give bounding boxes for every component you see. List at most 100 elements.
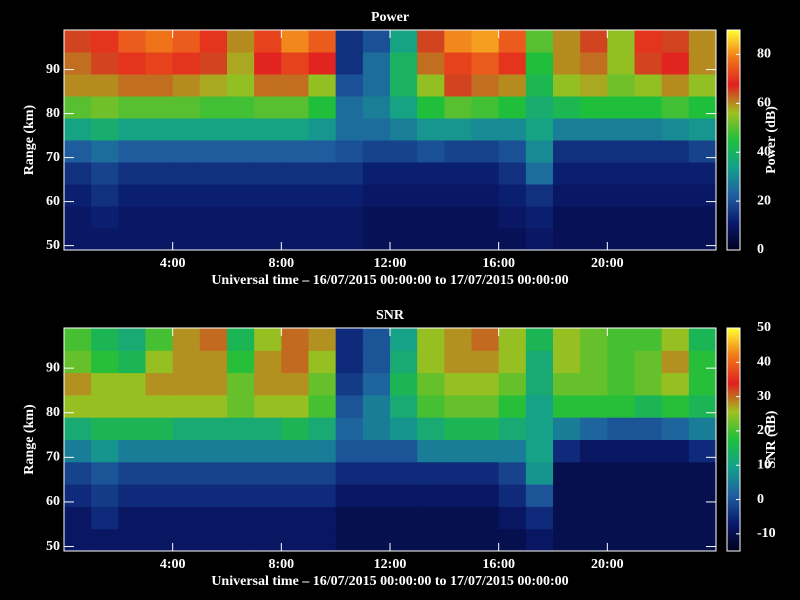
- heatmap-cell: [525, 372, 554, 396]
- heatmap-cell: [118, 30, 146, 53]
- heatmap-cell: [118, 140, 146, 163]
- colorbar: [726, 327, 741, 552]
- heatmap-cell: [254, 439, 282, 463]
- heatmap-cell: [254, 461, 282, 485]
- heatmap-cell: [335, 206, 364, 229]
- heatmap-cell: [172, 162, 201, 185]
- colorbar-tick-label: -10: [757, 526, 776, 541]
- heatmap-cell: [199, 328, 228, 351]
- heatmap-cell: [390, 394, 418, 418]
- heatmap-cell: [471, 228, 500, 251]
- heatmap-cell: [227, 394, 255, 418]
- heatmap-cell: [471, 528, 500, 552]
- heatmap-cell: [417, 328, 445, 351]
- heatmap-cell: [118, 506, 146, 530]
- heatmap-cell: [580, 506, 608, 530]
- heatmap-cell: [634, 484, 663, 507]
- heatmap-cell: [471, 184, 500, 207]
- heatmap-cell: [553, 417, 581, 440]
- heatmap-cell: [227, 52, 255, 75]
- heatmap-cell: [281, 417, 309, 440]
- heatmap-cell: [525, 439, 554, 463]
- heatmap-cell: [525, 328, 554, 351]
- heatmap-cell: [227, 118, 255, 141]
- heatmap-cell: [390, 506, 418, 530]
- heatmap-cell: [471, 162, 500, 185]
- heatmap-cell: [390, 206, 418, 229]
- y-tick-label: 60: [46, 194, 60, 209]
- heatmap-cell: [362, 52, 391, 75]
- y-axis-label: Range (km): [22, 104, 37, 175]
- heatmap-cell: [607, 461, 635, 485]
- heatmap-cell: [91, 439, 119, 463]
- heatmap-cell: [390, 140, 418, 163]
- heatmap-cell: [227, 74, 255, 97]
- heatmap-cell: [634, 52, 663, 75]
- heatmap-cell: [553, 30, 581, 53]
- heatmap-cell: [145, 417, 174, 440]
- heatmap-cell: [172, 394, 201, 418]
- heatmap-cell: [281, 350, 309, 374]
- x-tick-label: 12:00: [374, 256, 407, 271]
- heatmap-cell: [199, 439, 228, 463]
- y-tick-label: 50: [46, 539, 60, 554]
- heatmap-cell: [498, 372, 527, 396]
- heatmap-cell: [417, 417, 445, 440]
- heatmap-cell: [688, 184, 717, 207]
- heatmap-cell: [553, 484, 581, 507]
- heatmap-cell: [688, 74, 717, 97]
- heatmap-cell: [91, 484, 119, 507]
- heatmap-cell: [661, 52, 690, 75]
- heatmap-cell: [580, 52, 608, 75]
- heatmap-cell: [471, 506, 500, 530]
- heatmap-cell: [254, 328, 282, 351]
- heatmap-cell: [607, 506, 635, 530]
- heatmap-cell: [281, 461, 309, 485]
- heatmap-cell: [444, 417, 472, 440]
- heatmap-cell: [227, 140, 255, 163]
- heatmap-cell: [471, 328, 500, 351]
- heatmap-cell: [281, 439, 309, 463]
- heatmap-cell: [172, 461, 201, 485]
- heatmap-cell: [227, 328, 255, 351]
- heatmap-cell: [145, 461, 174, 485]
- heatmap-cell: [661, 350, 690, 374]
- heatmap-cell: [607, 372, 635, 396]
- heatmap-cell: [281, 484, 309, 507]
- heatmap-cell: [417, 96, 445, 119]
- heatmap-cell: [580, 140, 608, 163]
- heatmap-cell: [362, 118, 391, 141]
- heatmap-cell: [118, 439, 146, 463]
- heatmap-cell: [362, 506, 391, 530]
- heatmap-cell: [634, 439, 663, 463]
- heatmap-cell: [471, 96, 500, 119]
- heatmap-cell: [145, 184, 174, 207]
- heatmap-cell: [688, 506, 717, 530]
- heatmap-cell: [281, 528, 309, 552]
- heatmap-cell: [254, 417, 282, 440]
- heatmap-cell: [362, 206, 391, 229]
- heatmap-cell: [444, 506, 472, 530]
- heatmap-cell: [525, 350, 554, 374]
- heatmap-cell: [281, 118, 309, 141]
- heatmap-cell: [444, 484, 472, 507]
- heatmap-cell: [390, 484, 418, 507]
- heatmap-cell: [254, 96, 282, 119]
- heatmap-cell: [634, 184, 663, 207]
- heatmap-cell: [199, 417, 228, 440]
- heatmap-cell: [335, 162, 364, 185]
- heatmap-cell: [525, 184, 554, 207]
- heatmap-cell: [91, 228, 119, 251]
- heatmap-cell: [525, 74, 554, 97]
- heatmap-cell: [118, 118, 146, 141]
- heatmap-cell: [688, 484, 717, 507]
- heatmap-cell: [335, 394, 364, 418]
- heatmap-cell: [688, 417, 717, 440]
- heatmap-cell: [335, 184, 364, 207]
- heatmap-cell: [471, 206, 500, 229]
- heatmap-cell: [580, 96, 608, 119]
- heatmap-cell: [199, 74, 228, 97]
- heatmap-cell: [145, 439, 174, 463]
- heatmap-cell: [118, 96, 146, 119]
- heatmap-cell: [118, 206, 146, 229]
